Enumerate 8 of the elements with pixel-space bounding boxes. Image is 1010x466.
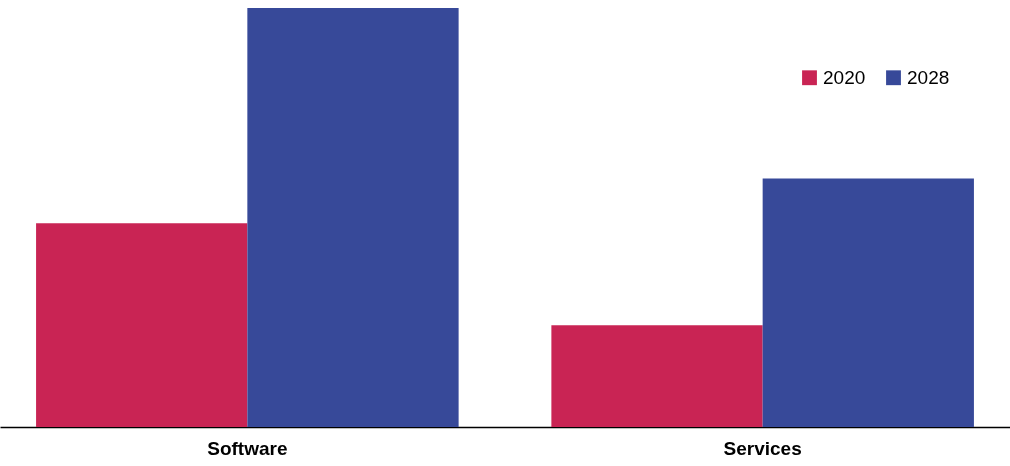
legend-label: 2028 xyxy=(907,66,950,88)
bar xyxy=(36,223,248,427)
bar xyxy=(247,8,459,427)
legend-label: 2020 xyxy=(823,66,866,88)
bar xyxy=(762,178,974,427)
x-tick-label: Services xyxy=(723,437,802,459)
bar xyxy=(551,325,763,427)
x-tick-label: Software xyxy=(207,437,288,459)
